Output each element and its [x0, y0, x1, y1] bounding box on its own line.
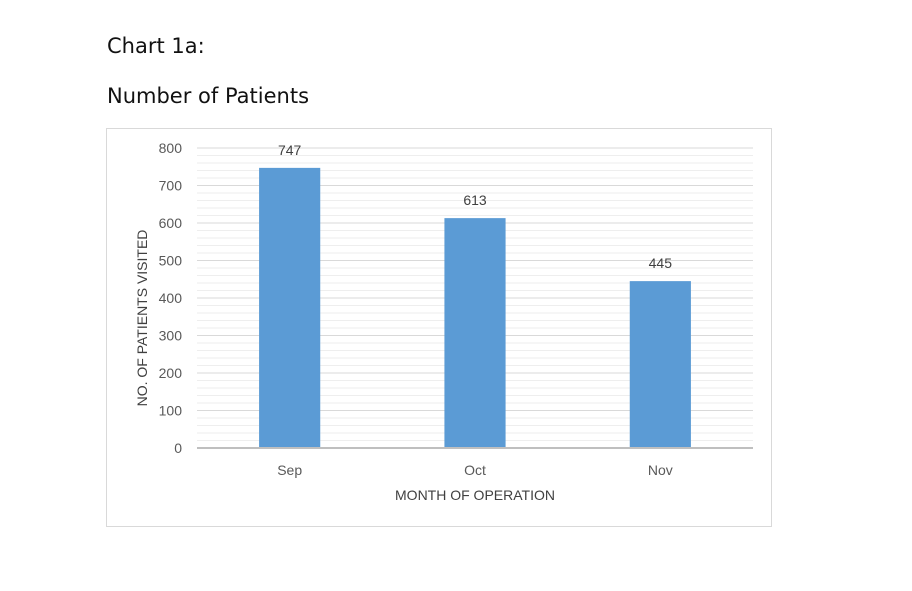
y-tick-label: 800 [159, 140, 183, 156]
x-tick-label-nov: Nov [648, 462, 673, 478]
y-tick-label: 300 [159, 328, 183, 344]
data-labels: 747 613 445 [278, 142, 672, 271]
y-tick-label: 100 [159, 403, 183, 419]
x-axis-title: MONTH OF OPERATION [395, 487, 555, 503]
y-tick-label: 600 [159, 215, 183, 231]
bar-oct [444, 218, 506, 448]
bar-chart: 0 100 200 300 400 500 600 700 800 Sep Oct Nov 747 6… [134, 140, 753, 503]
y-tick-label: 400 [159, 290, 183, 306]
data-label-sep: 747 [278, 142, 302, 158]
bar-sep [259, 167, 321, 448]
x-tick-label-sep: Sep [277, 462, 302, 478]
data-label-oct: 613 [463, 192, 487, 208]
data-label-nov: 445 [649, 255, 673, 271]
y-axis-ticks: 0 100 200 300 400 500 600 700 800 [159, 140, 183, 456]
chart-heading: Number of Patients [107, 84, 310, 108]
chart-frame: 0 100 200 300 400 500 600 700 800 Sep Oct Nov 747 6… [106, 128, 772, 527]
bar-nov [629, 281, 691, 448]
x-tick-label-oct: Oct [464, 462, 486, 478]
chart-number-label: Chart 1a: [107, 34, 205, 58]
y-tick-label: 700 [159, 178, 183, 194]
x-axis-ticks: Sep Oct Nov [277, 462, 673, 478]
bars [259, 167, 691, 448]
y-tick-label: 0 [174, 440, 182, 456]
y-tick-label: 500 [159, 253, 183, 269]
y-axis-title: NO. OF PATIENTS VISITED [134, 230, 150, 407]
y-tick-label: 200 [159, 365, 183, 381]
